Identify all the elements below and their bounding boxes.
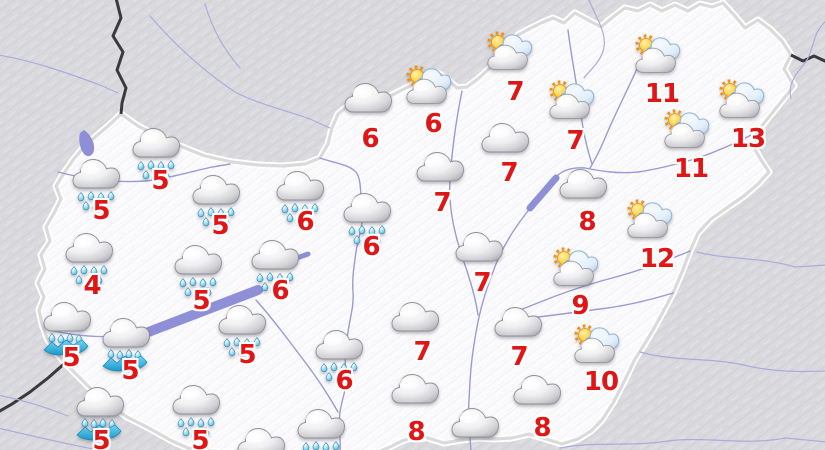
suncloud-icon <box>624 198 676 244</box>
temperature-label: 5 <box>192 286 210 316</box>
suncloud-icon <box>484 30 536 76</box>
temperature-label: 5 <box>191 426 209 450</box>
temperature-label: 11 <box>644 79 680 109</box>
river-tisza <box>556 131 758 177</box>
temperature-label: 5 <box>92 196 110 226</box>
temperature-label: 7 <box>506 77 524 107</box>
temperature-label: 9 <box>571 291 589 321</box>
rain-icon <box>296 405 346 450</box>
temperature-label: 5 <box>92 426 110 450</box>
suncloud-icon <box>571 323 623 369</box>
temperature-label: 7 <box>433 188 451 218</box>
temperature-label: 6 <box>335 366 353 396</box>
temperature-label: 7 <box>413 337 431 367</box>
suncloud-icon <box>716 78 768 124</box>
temperature-label: 6 <box>361 124 379 154</box>
lake-ferto <box>79 130 95 157</box>
temperature-label: 10 <box>583 367 619 397</box>
temperature-label: 7 <box>473 268 491 298</box>
temperature-label: 5 <box>62 343 80 373</box>
temperature-label: 8 <box>578 207 596 237</box>
temperature-label: 11 <box>673 154 709 184</box>
lake-tisza <box>526 174 560 212</box>
suncloud-icon <box>403 64 455 110</box>
temperature-label: 6 <box>362 232 380 262</box>
neighbour-borders <box>0 0 825 413</box>
temperature-label: 7 <box>510 342 528 372</box>
temperature-label: 6 <box>424 109 442 139</box>
temperature-label: 5 <box>151 166 169 196</box>
river-tisza <box>467 210 529 450</box>
temperature-label: 12 <box>639 244 675 274</box>
temperature-label: 8 <box>533 413 551 443</box>
river-danube <box>319 157 364 450</box>
temperature-label: 5 <box>211 211 229 241</box>
temperature-label: 8 <box>407 417 425 447</box>
suncloud-icon <box>632 33 684 79</box>
temperature-label: 6 <box>296 207 314 237</box>
suncloud-icon <box>661 108 713 154</box>
cloud-icon <box>450 404 500 450</box>
temperature-label: 6 <box>271 276 289 306</box>
cloud-icon <box>236 424 286 450</box>
temperature-label: 13 <box>730 124 766 154</box>
suncloud-icon <box>546 79 598 125</box>
suncloud-icon <box>550 246 602 292</box>
temperature-label: 7 <box>566 126 584 156</box>
temperature-label: 4 <box>83 271 101 301</box>
lake-balaton <box>133 285 263 341</box>
temperature-label: 5 <box>238 340 256 370</box>
temperature-label: 5 <box>121 356 139 386</box>
temperature-label: 7 <box>500 158 518 188</box>
